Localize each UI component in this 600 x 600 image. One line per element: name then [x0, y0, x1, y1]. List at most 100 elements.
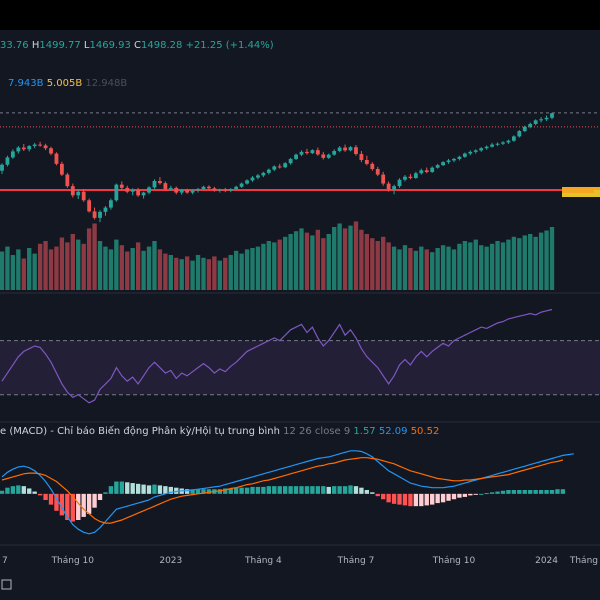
volume-bar [457, 243, 462, 290]
high-value: 1499.77 [39, 40, 81, 51]
volume-bar [179, 259, 184, 290]
volume-bar [533, 236, 538, 290]
candle-body [539, 119, 544, 121]
candle-body [103, 207, 108, 212]
macd-histogram-bar [462, 493, 468, 497]
macd-histogram-bar [386, 493, 391, 503]
candle-body [533, 120, 538, 124]
candle-body [76, 191, 81, 196]
macd-histogram-bar [364, 490, 370, 494]
macd-histogram-bar [201, 489, 206, 494]
volume-bar [54, 246, 59, 290]
corner-square-icon[interactable] [1, 579, 12, 590]
candle-body [424, 170, 429, 172]
macd-histogram-bar [359, 487, 364, 494]
macd-histogram-bar [239, 487, 244, 494]
volume-bar [326, 234, 331, 290]
volume-bar [386, 242, 391, 290]
candle-body [43, 145, 48, 149]
macd-histogram-bar [70, 493, 75, 522]
candle-body [522, 126, 527, 132]
candle-body [245, 180, 249, 184]
volume-bar [489, 243, 495, 290]
macd-histogram-bar [288, 486, 293, 494]
volume-bar [342, 228, 348, 290]
candle-body [0, 164, 4, 171]
macd-histogram-bar [500, 490, 506, 494]
x-tick-label: Tháng [569, 556, 598, 566]
macd-histogram-bar [168, 486, 173, 494]
candle-body [185, 190, 190, 193]
macd-histogram-bar [223, 488, 228, 494]
macd-histogram-bar [266, 486, 272, 494]
volume-bar [125, 251, 130, 290]
volume-bar [32, 253, 37, 290]
volume-bar [239, 253, 244, 290]
candle-body [168, 187, 173, 189]
volume-bar [86, 228, 92, 290]
volume-bar [37, 243, 43, 290]
macd-histogram-bar [397, 493, 402, 505]
yellow-dot-marker [594, 190, 600, 196]
volume-bar [223, 257, 228, 290]
candle-body [359, 154, 364, 160]
candle-body [201, 186, 206, 189]
candle-body [59, 163, 64, 175]
volume-bar [10, 255, 16, 290]
volume-bar [315, 229, 321, 290]
macd-histogram-bar [228, 488, 233, 494]
rsi-line [1, 308, 553, 404]
macd-histogram-bar [549, 490, 555, 494]
candle-body [228, 188, 233, 191]
volume-bar [217, 260, 222, 290]
volume-bar [304, 232, 310, 290]
scroll-corner-icon[interactable] [1, 579, 12, 590]
macd-histogram-bar [86, 493, 92, 514]
candle-body [283, 163, 288, 168]
macd-histogram-bar [332, 486, 337, 494]
volume-bar [402, 245, 408, 290]
macd-histogram-bar [435, 493, 440, 504]
volume-bar [424, 249, 429, 290]
close-value: 1498.28 [141, 40, 183, 51]
macd-histogram-bar [16, 485, 21, 494]
volume-bar [244, 249, 250, 290]
macd-histogram-bar [27, 488, 32, 494]
candle-body [217, 189, 222, 191]
macd-histogram-bar [381, 493, 386, 500]
change-value: +21.25 (+1.44%) [185, 40, 274, 51]
macd-histogram-bar [108, 486, 114, 494]
macd-histogram-bar [184, 489, 190, 494]
candle-body [381, 174, 386, 184]
volume-bar [549, 227, 555, 290]
candle-body [403, 176, 407, 180]
candle-body [234, 186, 239, 189]
volume-bar [451, 249, 457, 290]
candle-body [196, 188, 200, 191]
volume-bar [255, 246, 261, 290]
candle-body [21, 147, 26, 150]
candle-body [364, 160, 369, 164]
macd-name: e (MACD) - Chỉ báo Biến động Phân kỳ/Hội… [0, 426, 280, 437]
volume-bar [468, 242, 473, 290]
volume-bar [310, 235, 315, 290]
x-tick-label: 2023 [159, 556, 182, 566]
volume-bar [266, 241, 272, 290]
volume-bar [48, 249, 54, 290]
macd-histogram-bar [375, 493, 380, 497]
macd-histogram-bar [97, 493, 103, 500]
volume-bar [299, 228, 304, 290]
macd-histogram-bar [353, 486, 359, 494]
x-tick-label: 7 [2, 556, 8, 566]
volume-bar [65, 242, 70, 290]
volume-bar [21, 258, 26, 290]
macd-pane [0, 450, 574, 535]
candle-body [337, 147, 342, 151]
candle-body [294, 154, 298, 159]
macd-histogram-bar [560, 489, 566, 494]
macd-histogram-bar [408, 493, 413, 507]
candle-body [419, 170, 424, 174]
candle-body [261, 172, 266, 176]
candle-body [272, 166, 277, 170]
